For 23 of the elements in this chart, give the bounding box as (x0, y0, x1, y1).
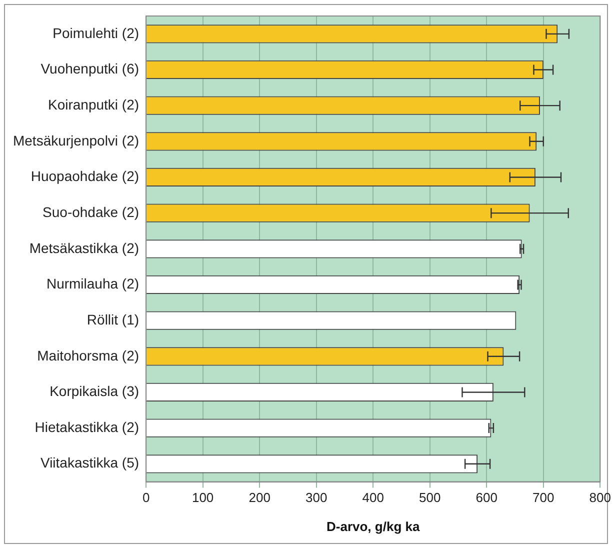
x-tick-label: 500 (419, 490, 441, 506)
x-axis-title: D-arvo, g/kg ka (326, 518, 420, 534)
x-tick-label: 200 (248, 490, 270, 506)
y-tick-label: Suo-ohdake (2) (42, 204, 140, 220)
x-tick-label: 700 (532, 490, 554, 506)
y-tick-label: Koiranputki (2) (48, 96, 140, 112)
y-tick-label: Hietakastikka (2) (34, 418, 140, 435)
x-tick-label: 100 (192, 490, 214, 506)
y-tick-label: Metsäkurjenpolvi (2) (12, 132, 140, 148)
y-tick-label: Huopaohdake (2) (30, 168, 140, 184)
y-tick-label: Poimulehti (2) (52, 24, 140, 41)
y-tick-label: Nurmilauha (2) (46, 276, 140, 292)
x-tick-label: 800 (589, 490, 612, 506)
y-tick-label: Maitohorsma (2) (37, 347, 140, 364)
x-tick-label: 600 (476, 490, 498, 506)
x-tick-label: 0 (142, 490, 150, 506)
x-tick-label: 400 (362, 490, 384, 506)
y-tick-label: Vuohenputki (6) (40, 60, 140, 77)
y-tick-label: Viitakastikka (5) (40, 454, 140, 471)
y-tick-label: Röllit (1) (86, 311, 140, 328)
y-tick-label: Metsäkastikka (2) (29, 240, 140, 256)
y-tick-label: Korpikaisla (3) (50, 383, 140, 400)
x-tick-label: 300 (305, 490, 328, 506)
